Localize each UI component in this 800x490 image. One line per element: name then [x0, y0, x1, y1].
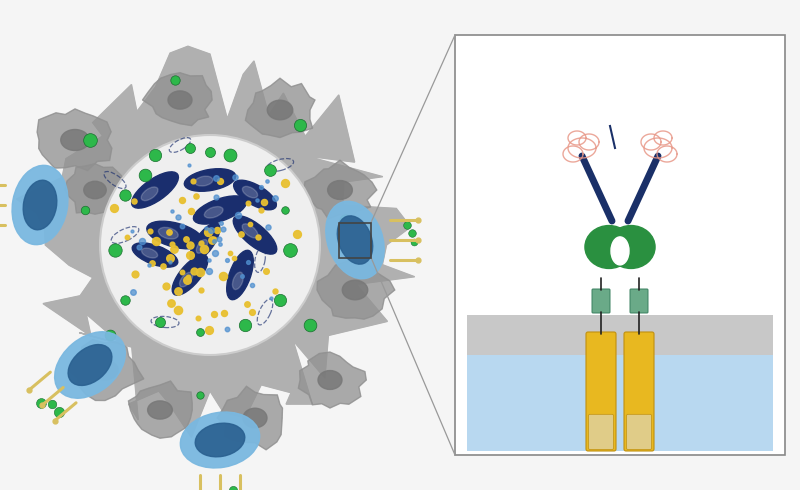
Polygon shape — [217, 386, 282, 450]
Ellipse shape — [84, 181, 106, 199]
Ellipse shape — [54, 332, 126, 398]
Ellipse shape — [158, 227, 178, 239]
Ellipse shape — [172, 255, 208, 295]
Ellipse shape — [234, 216, 277, 254]
Ellipse shape — [328, 180, 352, 199]
FancyBboxPatch shape — [626, 415, 651, 449]
Ellipse shape — [23, 180, 57, 230]
Polygon shape — [303, 160, 377, 219]
Ellipse shape — [267, 100, 293, 120]
Ellipse shape — [259, 232, 281, 248]
Polygon shape — [142, 73, 212, 125]
Ellipse shape — [148, 401, 172, 419]
Ellipse shape — [233, 272, 243, 290]
Ellipse shape — [338, 216, 373, 264]
Polygon shape — [317, 257, 394, 319]
Ellipse shape — [195, 176, 213, 186]
Ellipse shape — [61, 129, 90, 150]
Ellipse shape — [132, 243, 178, 267]
Polygon shape — [298, 352, 366, 408]
FancyBboxPatch shape — [630, 289, 648, 313]
Ellipse shape — [611, 237, 629, 265]
Polygon shape — [17, 46, 414, 438]
Ellipse shape — [92, 360, 118, 380]
Circle shape — [100, 135, 320, 355]
Ellipse shape — [226, 250, 254, 300]
Ellipse shape — [585, 225, 633, 269]
Ellipse shape — [190, 223, 220, 261]
FancyBboxPatch shape — [455, 35, 785, 455]
Ellipse shape — [318, 370, 342, 390]
Ellipse shape — [179, 272, 193, 287]
Ellipse shape — [326, 201, 384, 279]
Ellipse shape — [132, 172, 178, 208]
Ellipse shape — [180, 412, 260, 468]
Polygon shape — [69, 340, 144, 400]
Polygon shape — [37, 109, 112, 171]
Ellipse shape — [145, 222, 166, 238]
Ellipse shape — [198, 236, 222, 254]
Polygon shape — [129, 381, 192, 438]
Ellipse shape — [194, 196, 246, 224]
Ellipse shape — [234, 180, 276, 210]
Ellipse shape — [204, 207, 223, 218]
Polygon shape — [126, 204, 186, 255]
Polygon shape — [237, 216, 300, 262]
FancyBboxPatch shape — [589, 415, 614, 449]
Ellipse shape — [12, 165, 68, 245]
Polygon shape — [177, 219, 242, 273]
FancyBboxPatch shape — [586, 332, 616, 451]
FancyBboxPatch shape — [467, 315, 773, 355]
Polygon shape — [246, 78, 315, 138]
Ellipse shape — [184, 169, 236, 191]
Ellipse shape — [242, 224, 258, 238]
Ellipse shape — [607, 225, 655, 269]
Ellipse shape — [195, 423, 245, 457]
FancyBboxPatch shape — [592, 289, 610, 313]
FancyBboxPatch shape — [467, 315, 773, 451]
Polygon shape — [65, 164, 130, 214]
Ellipse shape — [68, 344, 112, 386]
Ellipse shape — [243, 408, 267, 428]
Ellipse shape — [142, 248, 158, 258]
Ellipse shape — [168, 91, 192, 109]
FancyBboxPatch shape — [624, 332, 654, 451]
Ellipse shape — [196, 240, 207, 253]
Ellipse shape — [147, 221, 203, 249]
Ellipse shape — [242, 186, 258, 198]
Ellipse shape — [342, 280, 368, 300]
Ellipse shape — [142, 187, 158, 200]
